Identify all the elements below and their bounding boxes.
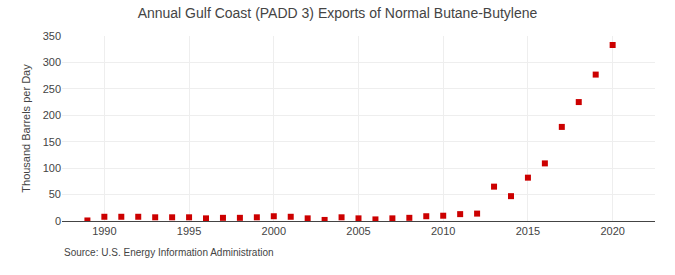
svg-text:Annual Gulf Coast (PADD 3) Exp: Annual Gulf Coast (PADD 3) Exports of No… (138, 5, 538, 21)
svg-text:200: 200 (43, 109, 61, 121)
svg-text:2010: 2010 (431, 225, 455, 237)
svg-text:1995: 1995 (177, 225, 201, 237)
svg-text:250: 250 (43, 83, 61, 95)
svg-text:2015: 2015 (516, 225, 540, 237)
svg-text:150: 150 (43, 136, 61, 148)
svg-text:100: 100 (43, 162, 61, 174)
svg-text:2005: 2005 (346, 225, 370, 237)
svg-text:50: 50 (49, 188, 61, 200)
svg-text:2000: 2000 (262, 225, 286, 237)
svg-text:Source: U.S. Energy Informatio: Source: U.S. Energy Information Administ… (64, 247, 274, 258)
svg-text:2020: 2020 (600, 225, 624, 237)
svg-text:350: 350 (43, 30, 61, 42)
svg-text:0: 0 (55, 215, 61, 227)
svg-text:300: 300 (43, 56, 61, 68)
svg-text:Thousand Barrels per Day: Thousand Barrels per Day (20, 64, 32, 193)
svg-text:1990: 1990 (92, 225, 116, 237)
